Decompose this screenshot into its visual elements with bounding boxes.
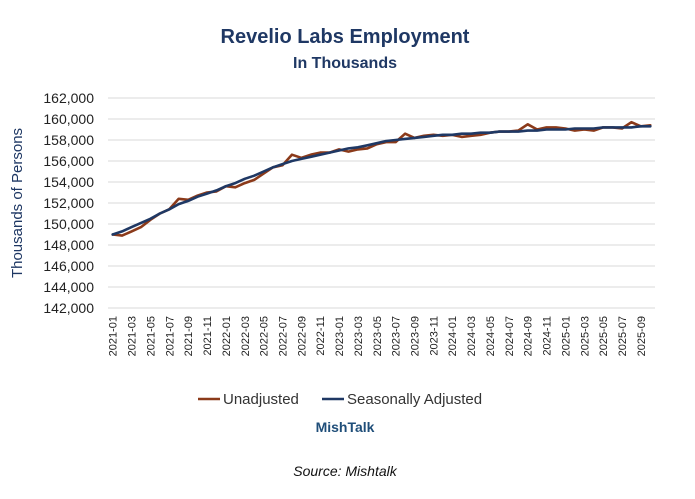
y-tick-label: 162,000 [43, 90, 94, 106]
x-axis-ticks: 2021-01 2021-03 2021-05 2021-07 2021-09 2021-… [108, 316, 648, 356]
y-axis-label: Thousands of Persons [9, 128, 26, 278]
source-note: Source: Mishtalk [293, 463, 397, 479]
x-tick-label: 2025-01 [560, 316, 572, 356]
x-tick-label: 2021-07 [164, 316, 176, 356]
y-tick-label: 150,000 [43, 216, 94, 232]
y-tick-label: 158,000 [43, 132, 94, 148]
x-tick-label: 2022-11 [315, 316, 327, 356]
x-tick-label: 2021-11 [202, 316, 214, 356]
x-tick-label: 2023-07 [391, 316, 403, 356]
x-tick-label: 2024-05 [485, 316, 497, 356]
y-tick-label: 152,000 [43, 195, 94, 211]
y-tick-label: 142,000 [43, 300, 94, 316]
x-tick-label: 2023-05 [372, 316, 384, 356]
x-tick-label: 2024-07 [504, 316, 516, 356]
x-tick-label: 2023-11 [428, 316, 440, 356]
chart-subtitle: In Thousands [293, 55, 397, 72]
y-tick-label: 160,000 [43, 111, 94, 127]
x-tick-label: 2021-01 [108, 316, 120, 356]
x-tick-label: 2021-09 [183, 316, 195, 356]
x-tick-label: 2023-01 [334, 316, 346, 356]
x-tick-label: 2022-09 [296, 316, 308, 356]
legend-label: Unadjusted [223, 391, 299, 408]
x-tick-label: 2023-03 [353, 316, 365, 356]
y-tick-label: 146,000 [43, 258, 94, 274]
chart-title: Revelio Labs Employment [221, 26, 470, 48]
x-tick-label: 2022-03 [240, 316, 252, 356]
series-line-seasonally-adjusted [111, 125, 652, 236]
series-lines [111, 120, 652, 237]
legend: Unadjusted Seasonally Adjusted [198, 391, 482, 408]
x-tick-label: 2024-01 [447, 316, 459, 356]
y-tick-label: 154,000 [43, 174, 94, 190]
x-tick-label: 2023-09 [410, 316, 422, 356]
series-line-unadjusted [111, 120, 652, 237]
x-tick-label: 2025-03 [579, 316, 591, 356]
y-tick-label: 144,000 [43, 279, 94, 295]
brand-label: MishTalk [316, 419, 375, 435]
x-tick-label: 2025-05 [598, 316, 610, 356]
x-tick-label: 2021-03 [127, 316, 139, 356]
x-tick-label: 2021-05 [145, 316, 157, 356]
y-tick-label: 148,000 [43, 237, 94, 253]
y-axis-ticks: 142,000 144,000 146,000 148,000 150,000 152,0… [43, 90, 94, 316]
x-tick-label: 2022-01 [221, 316, 233, 356]
x-tick-label: 2022-07 [277, 316, 289, 356]
x-tick-label: 2025-07 [617, 316, 629, 356]
legend-label: Seasonally Adjusted [347, 391, 482, 408]
gridlines [108, 97, 655, 309]
x-tick-label: 2022-05 [259, 316, 271, 356]
y-tick-label: 156,000 [43, 153, 94, 169]
x-tick-label: 2024-03 [466, 316, 478, 356]
x-tick-label: 2024-11 [542, 316, 554, 356]
x-tick-label: 2025-09 [636, 316, 648, 356]
x-tick-label: 2024-09 [523, 316, 535, 356]
